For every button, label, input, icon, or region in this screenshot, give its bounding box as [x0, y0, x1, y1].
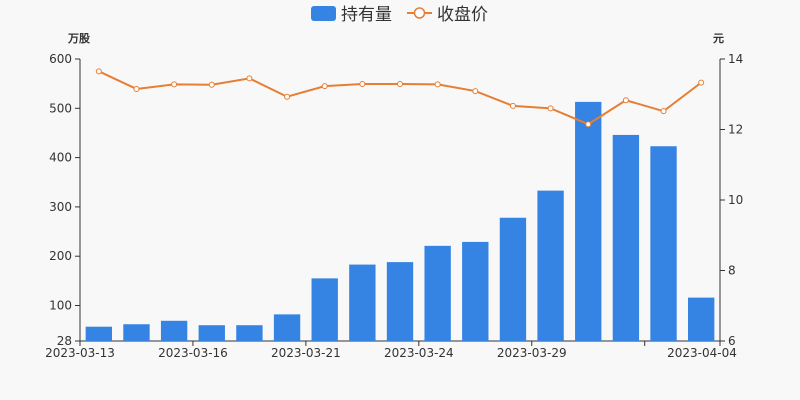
left-axis-unit: 万股 — [67, 32, 91, 45]
x-tick-label: 2023-03-24 — [384, 346, 454, 360]
price-point — [698, 79, 705, 86]
bar — [349, 264, 376, 341]
price-point — [509, 102, 516, 109]
price-point — [171, 81, 178, 88]
price-point — [95, 68, 102, 75]
x-tick-label: 2023-03-21 — [271, 346, 341, 360]
bar — [612, 134, 640, 341]
bar — [198, 325, 225, 341]
y-left-tick-label: 200 — [49, 249, 72, 263]
legend-bar-label: 持有量 — [341, 5, 392, 25]
price-point — [359, 81, 366, 88]
legend-bar-swatch — [311, 6, 336, 21]
bar — [575, 101, 602, 342]
price-point — [472, 88, 479, 95]
x-tick-label: 2023-04-04 — [667, 346, 737, 360]
y-right-tick-label: 12 — [728, 123, 743, 137]
y-left-tick-label: 600 — [49, 52, 72, 66]
x-tick-label: 2023-03-29 — [497, 346, 567, 360]
y-left-tick-label: 300 — [49, 200, 72, 214]
price-point — [208, 81, 215, 88]
legend: 持有量 收盘价 — [311, 5, 488, 25]
bar — [160, 320, 188, 341]
line-series — [95, 68, 705, 128]
x-tick-label: 2023-03-16 — [158, 346, 228, 360]
y-left-tick-label: 28 — [57, 334, 72, 348]
bar-series — [85, 101, 715, 342]
bar — [85, 326, 112, 341]
right-axis-unit: 元 — [713, 32, 724, 45]
y-right-tick-label: 6 — [728, 334, 736, 348]
price-point — [660, 108, 667, 115]
y-left-tick-label: 100 — [49, 299, 72, 313]
bar — [311, 278, 338, 341]
legend-line-label: 收盘价 — [437, 5, 488, 25]
bar — [386, 262, 414, 341]
axes: 28 100 200 300 400 500 600 6 8 10 12 14 2023-03-13 20… — [45, 52, 743, 360]
y-left-tick-label: 500 — [49, 101, 72, 115]
bar — [424, 245, 451, 341]
price-point — [622, 97, 629, 104]
bar — [650, 146, 677, 341]
price-point — [434, 81, 441, 88]
bar — [273, 314, 301, 341]
bar — [123, 324, 150, 341]
legend-line-marker — [413, 7, 426, 19]
y-left-tick-label: 400 — [49, 151, 72, 165]
bar — [499, 217, 527, 341]
y-right-tick-label: 10 — [728, 193, 743, 207]
bar — [462, 241, 489, 341]
bar — [537, 190, 564, 341]
price-point — [321, 83, 328, 90]
bar — [236, 325, 263, 341]
price-point — [397, 81, 403, 88]
y-right-tick-label: 8 — [728, 264, 736, 278]
price-point — [246, 75, 253, 82]
y-right-tick-label: 14 — [728, 52, 743, 66]
bar — [688, 297, 715, 341]
price-point — [585, 121, 592, 128]
price-point — [133, 85, 140, 92]
price-point — [284, 93, 291, 100]
price-point — [547, 105, 554, 112]
price-line — [98, 70, 702, 126]
x-tick-label: 2023-03-13 — [45, 346, 115, 360]
